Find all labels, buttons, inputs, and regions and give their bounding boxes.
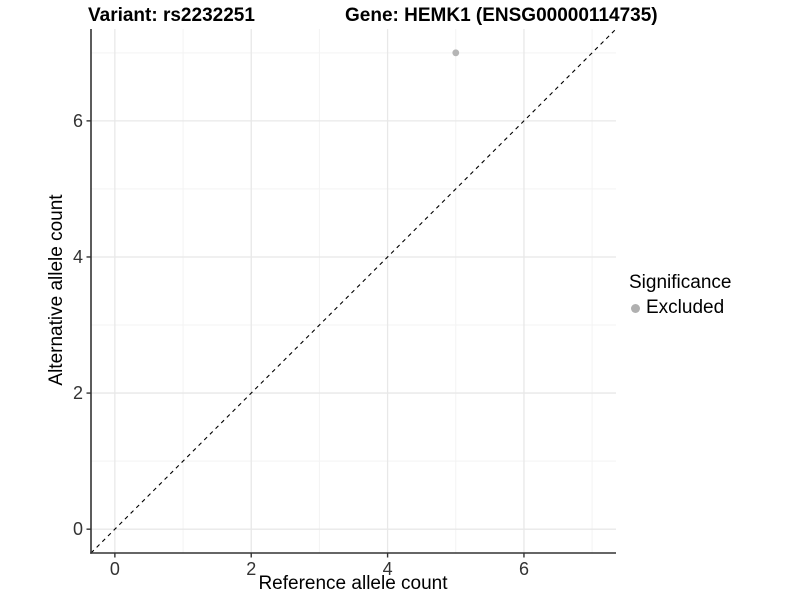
legend: Significance Excluded — [629, 272, 731, 319]
x-tick-label: 4 — [383, 559, 393, 579]
gene-title: Gene: HEMK1 (ENSG00000114735) — [345, 5, 658, 26]
y-tick-label: 6 — [73, 111, 83, 131]
data-point — [452, 49, 460, 57]
y-tick-label: 4 — [73, 247, 83, 267]
y-tick-label: 2 — [73, 383, 83, 403]
variant-title: Variant: rs2232251 — [88, 5, 255, 26]
y-tick-label: 0 — [73, 519, 83, 539]
x-tick-label: 6 — [519, 559, 529, 579]
excluded-point-icon — [631, 303, 640, 313]
identity-dashed-line — [90, 28, 617, 554]
x-tick-label: 0 — [110, 559, 120, 579]
legend-item-label: Excluded — [646, 297, 725, 318]
legend-title: Significance — [629, 272, 732, 293]
x-axis-title: Reference allele count — [258, 573, 448, 594]
legend-item-excluded: Excluded — [629, 297, 731, 319]
x-tick-label: 2 — [246, 559, 256, 579]
